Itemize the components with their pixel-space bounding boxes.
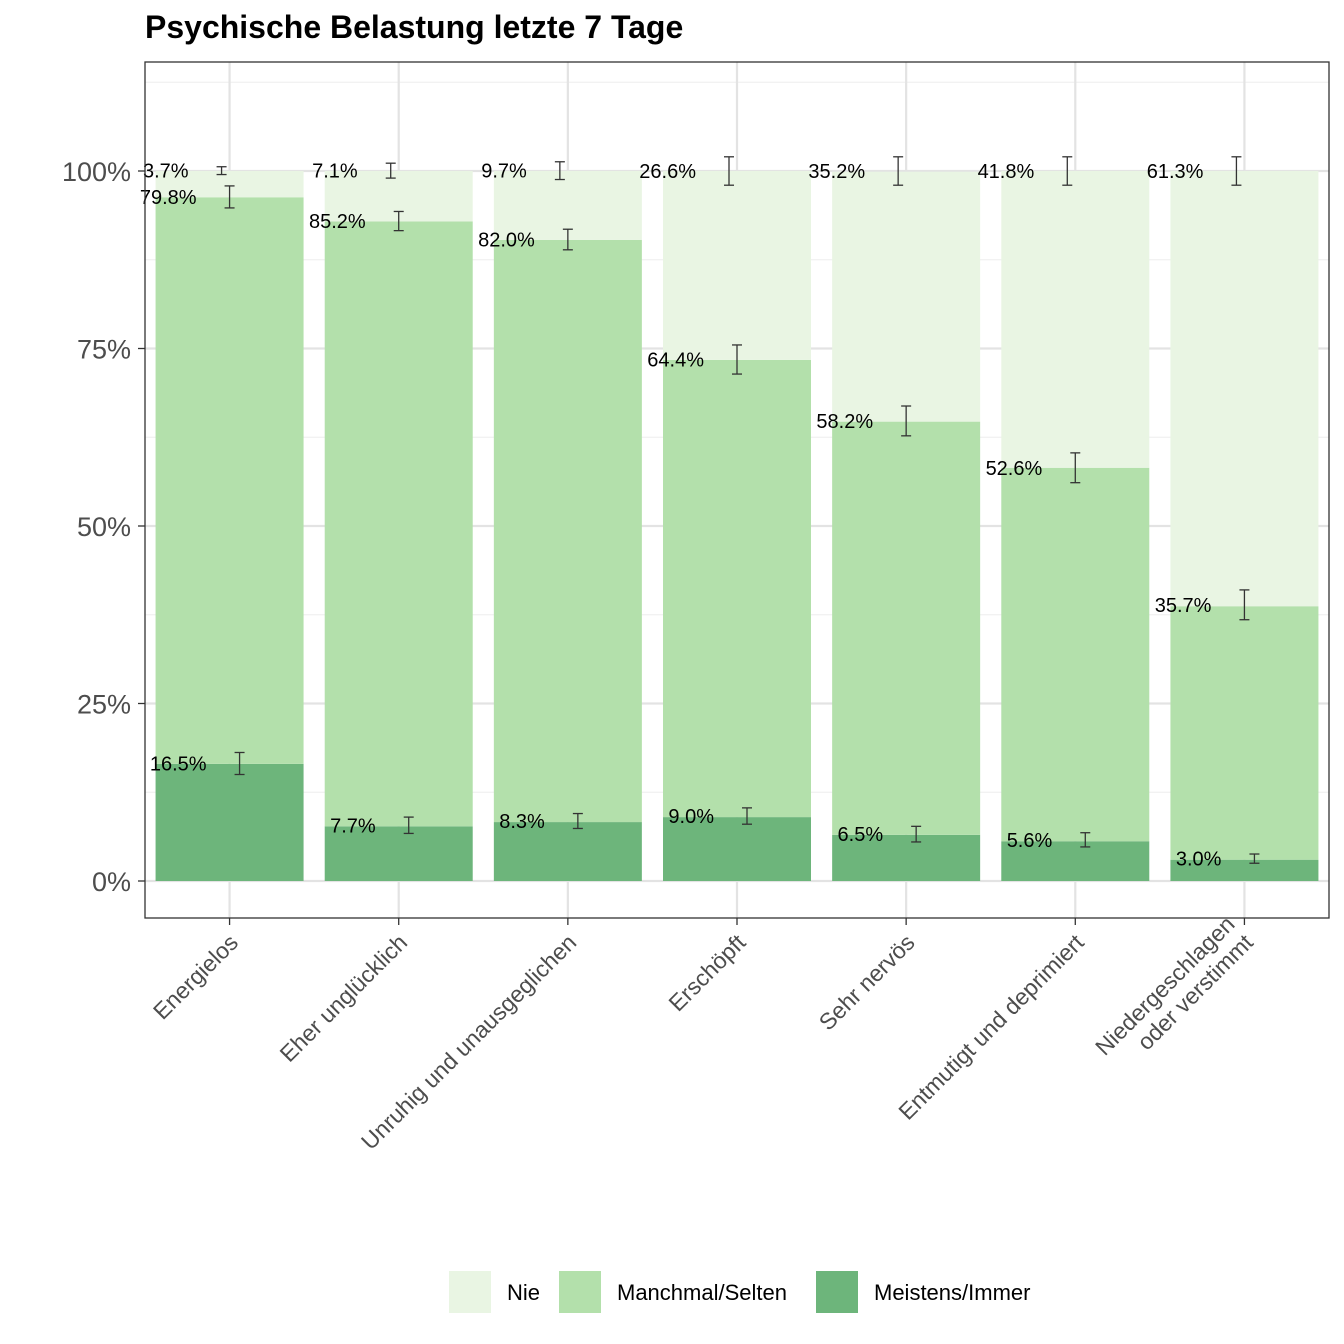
data-label: 3.7% xyxy=(143,161,189,183)
y-tick-label: 75% xyxy=(77,335,131,365)
bar-segment xyxy=(832,834,981,881)
error-bar xyxy=(1239,589,1250,621)
bar-segment xyxy=(832,421,981,835)
error-bar xyxy=(562,228,573,251)
bar-segment xyxy=(1170,171,1319,607)
legend-item: Meistens/Immer xyxy=(816,1271,1030,1313)
data-label: 8.3% xyxy=(499,811,545,833)
error-bar xyxy=(1080,832,1091,848)
data-label: 9.0% xyxy=(668,806,714,828)
error-bar xyxy=(901,405,912,437)
error-bar xyxy=(403,816,414,835)
error-bar xyxy=(732,344,742,375)
error-bar xyxy=(216,166,227,176)
chart-title: Psychische Belastung letzte 7 Tage xyxy=(145,9,683,45)
data-label: 5.6% xyxy=(1007,830,1053,852)
bar-segment xyxy=(155,763,304,881)
error-bar xyxy=(554,161,565,181)
data-label: 7.7% xyxy=(330,815,376,837)
error-bars xyxy=(216,156,1260,864)
y-tick-label: 50% xyxy=(77,512,131,542)
data-label: 6.5% xyxy=(838,824,884,846)
data-label: 3.0% xyxy=(1176,849,1222,871)
data-label: 61.3% xyxy=(1147,161,1204,183)
error-bar xyxy=(234,751,245,776)
data-label: 52.6% xyxy=(986,458,1043,480)
error-bar xyxy=(724,156,734,186)
data-label: 79.8% xyxy=(140,187,197,209)
bars xyxy=(155,171,1319,881)
data-label: 58.2% xyxy=(816,411,873,433)
legend-label: Manchmal/Selten xyxy=(617,1280,787,1305)
legend-swatch xyxy=(816,1271,858,1313)
bar-segment xyxy=(155,197,304,764)
bar-segment xyxy=(1001,467,1150,842)
bar-segment xyxy=(1170,606,1319,860)
data-label: 9.7% xyxy=(481,161,527,183)
data-label: 26.6% xyxy=(639,161,696,183)
data-label: 35.7% xyxy=(1155,595,1212,617)
error-bar xyxy=(224,185,235,209)
legend-label: Nie xyxy=(507,1280,540,1305)
data-label: 7.1% xyxy=(312,161,358,183)
legend: Nie Manchmal/Selten Meistens/Immer xyxy=(449,1271,1030,1313)
error-bar xyxy=(893,156,904,186)
bar-segment xyxy=(663,171,811,360)
error-bar xyxy=(1231,156,1242,186)
bar-segment xyxy=(1001,841,1150,881)
error-bar xyxy=(1062,156,1073,186)
legend-item: Manchmal/Selten xyxy=(559,1271,787,1313)
bar-segment xyxy=(832,171,981,422)
bar-segment xyxy=(663,359,811,818)
error-bar xyxy=(393,210,404,232)
bar-segment xyxy=(493,171,642,240)
data-label: 16.5% xyxy=(150,753,207,775)
data-labels: 3.7% 7.1% 9.7% 26.6% 35.2% 41.8% 61.3% 79.8% 85.… xyxy=(140,161,1222,871)
bar-segment xyxy=(1170,859,1319,881)
error-bar xyxy=(1070,452,1081,484)
error-bar xyxy=(572,812,583,830)
bar-segment xyxy=(324,221,473,827)
y-tick-label: 100% xyxy=(62,157,131,187)
legend-item: Nie xyxy=(449,1271,540,1313)
data-label: 82.0% xyxy=(478,230,535,252)
bar-segment xyxy=(663,817,811,881)
legend-label: Meistens/Immer xyxy=(874,1280,1030,1305)
error-bar xyxy=(385,162,396,179)
data-label: 64.4% xyxy=(647,350,704,372)
error-bar xyxy=(742,807,752,825)
data-label: 41.8% xyxy=(978,161,1035,183)
error-bar xyxy=(911,825,922,843)
bar-segment xyxy=(493,822,642,881)
data-label: 85.2% xyxy=(309,211,366,233)
bar-segment xyxy=(493,239,642,823)
data-label: 35.2% xyxy=(808,161,865,183)
y-tick-label: 0% xyxy=(92,867,131,897)
legend-swatch xyxy=(559,1271,601,1313)
bar-segment xyxy=(1001,171,1150,468)
error-bar xyxy=(1249,853,1260,864)
legend-swatch xyxy=(449,1271,491,1313)
bar-segment xyxy=(324,826,473,881)
y-tick-label: 25% xyxy=(77,690,131,720)
